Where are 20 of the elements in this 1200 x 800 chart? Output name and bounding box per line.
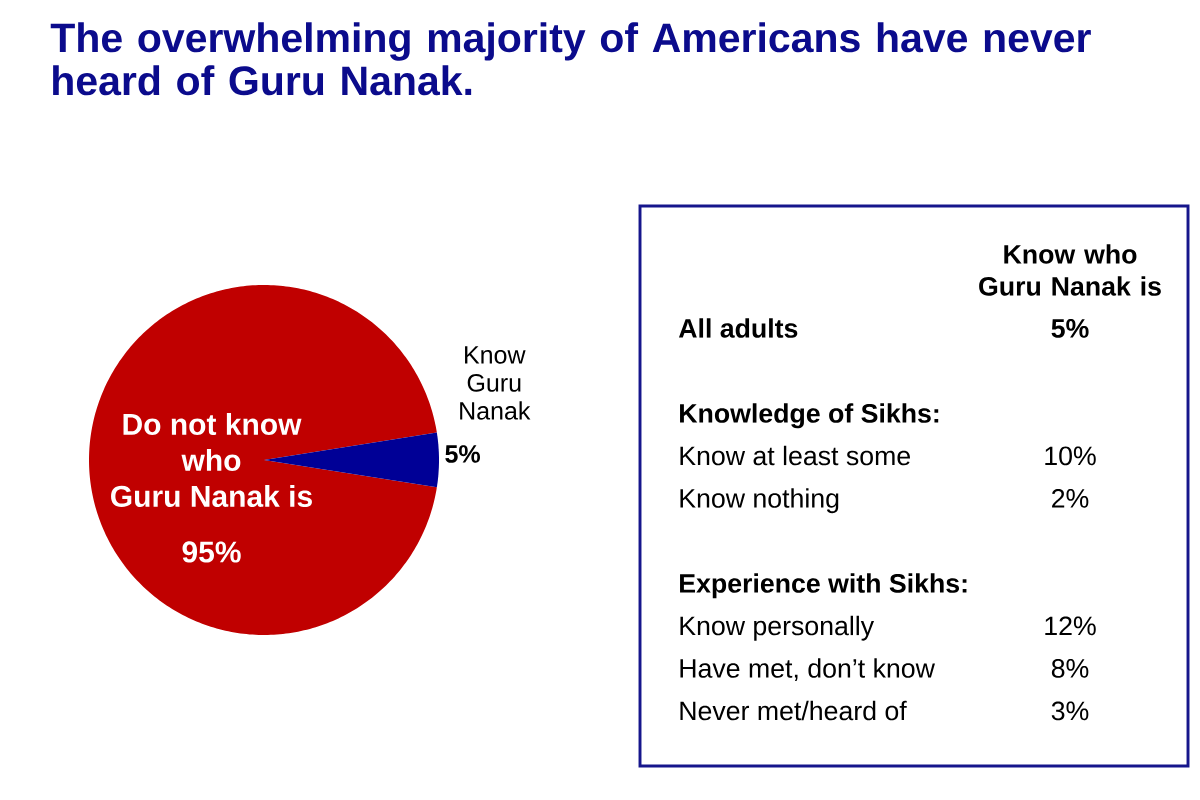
text: Experience with Sikhs: bbox=[680, 573, 967, 599]
data-label: 10% bbox=[1045, 446, 1096, 466]
category-label: Know at least some bbox=[680, 445, 910, 466]
category-label: Know nothing bbox=[680, 488, 839, 514]
text: Knowledge of Sikhs: bbox=[680, 403, 939, 429]
slice-label: Do not know who Guru Nanak is bbox=[111, 412, 312, 508]
category-label: Know personally bbox=[680, 615, 875, 641]
slice-label: Know Guru Nanak bbox=[460, 346, 531, 420]
data-label: 8% bbox=[1051, 658, 1089, 678]
data-label: 3% bbox=[1051, 701, 1089, 721]
data-label: 5% bbox=[1051, 319, 1089, 338]
data-label: 12% bbox=[1045, 616, 1096, 636]
category-label: Never met/heard of bbox=[680, 700, 907, 721]
category-label: All adults bbox=[678, 318, 798, 338]
data-label: 95% bbox=[182, 541, 241, 563]
chart-title: The overwhelming majority of Americans have never heard of Guru Nanak. bbox=[50, 22, 1091, 96]
category-label: Have met, don’t know bbox=[680, 658, 935, 682]
data-label: 2% bbox=[1052, 488, 1089, 508]
data-label: 5% bbox=[445, 445, 480, 463]
text: Know who Guru Nanak is bbox=[979, 244, 1161, 296]
